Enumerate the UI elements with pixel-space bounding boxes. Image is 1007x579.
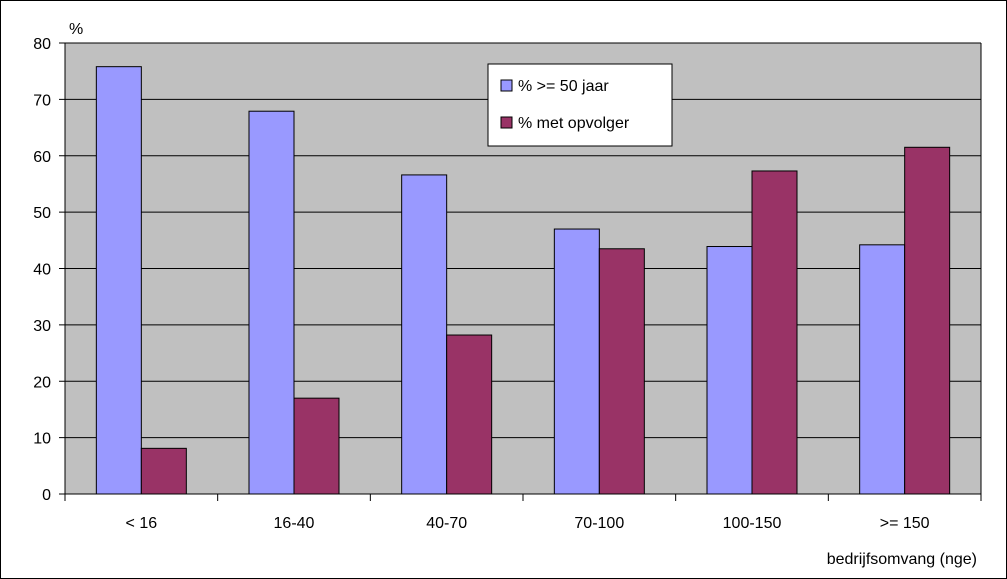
y-tick-label: 50 [33,205,51,222]
legend-label: % >= 50 jaar [518,78,609,95]
bar-series1 [553,228,600,495]
bar-series2 [446,334,493,495]
x-tick-label: 16-40 [274,515,315,532]
legend: % >= 50 jaar % met opvolger [487,63,673,147]
y-tick-label: 70 [33,92,51,109]
bar-series1 [95,66,142,495]
bar-series1 [401,174,448,495]
y-tick-label: 80 [33,36,51,53]
bar-series2 [293,397,340,495]
bar-series1 [859,244,906,495]
x-tick-label: 100-150 [723,515,782,532]
x-tick-label: 40-70 [426,515,467,532]
y-axis-title: % [69,21,83,38]
x-tick-label: >= 150 [880,515,930,532]
y-tick-label: 40 [33,262,51,279]
legend-swatch [500,116,513,129]
bars [95,66,951,495]
bar-series1 [706,246,753,495]
y-tick-label: 20 [33,374,51,391]
bar-series2 [904,146,951,495]
y-tick-label: 0 [42,487,51,504]
y-tick-label: 60 [33,149,51,166]
bar-series2 [140,447,187,495]
x-tick-label: < 16 [126,515,158,532]
bar-series2 [751,170,798,495]
axes: < 16 16-40 40-70 70-100 100-150 >= 150 0 10 20 30… [33,36,982,532]
legend-label: % met opvolger [518,115,630,132]
x-axis-title: bedrijfsomvang (nge) [827,551,977,568]
bar-series2 [598,248,645,495]
bar-series1 [248,110,295,495]
y-tick-label: 10 [33,431,51,448]
x-tick-label: 70-100 [574,515,624,532]
legend-box [487,63,673,147]
legend-swatch [500,79,513,92]
y-tick-label: 30 [33,318,51,335]
